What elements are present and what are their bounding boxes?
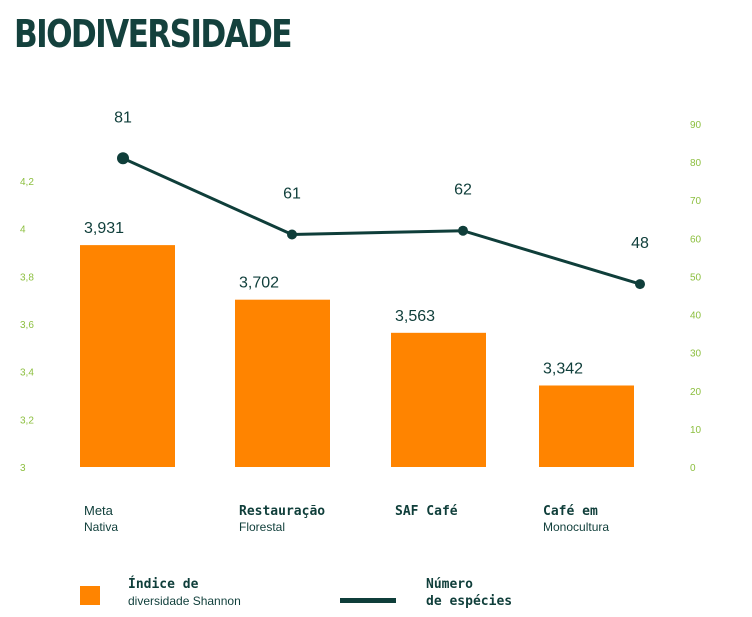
x-category-label: Meta — [84, 503, 114, 518]
y-left-tick-label: 3,6 — [20, 320, 34, 331]
species-line — [122, 156, 641, 286]
bar — [539, 385, 634, 467]
y-right-tick-label: 20 — [690, 387, 702, 398]
y-left-tick-label: 4,2 — [20, 177, 34, 188]
x-category-label-line2: Nativa — [84, 520, 118, 534]
y-left-tick-label: 3,8 — [20, 272, 34, 283]
line-point — [117, 152, 129, 165]
line-point — [458, 225, 468, 236]
y-left-tick-label: 3 — [20, 463, 26, 474]
x-category-label: SAF Café — [395, 504, 458, 519]
line-value-label: 61 — [283, 186, 301, 203]
x-category-label: Café em — [543, 504, 598, 519]
y-right-tick-label: 40 — [690, 311, 702, 322]
bar — [391, 332, 486, 467]
legend-bar-swatch — [80, 586, 100, 605]
y-right-tick-label: 0 — [690, 463, 696, 474]
y-right-tick-label: 80 — [690, 158, 702, 169]
y-left-tick-label: 3,2 — [20, 415, 34, 426]
bar-value-label: 3,563 — [395, 308, 435, 325]
bar-value-label: 3,342 — [543, 360, 583, 377]
y-right-tick-label: 90 — [690, 120, 702, 131]
line-point — [287, 229, 297, 240]
legend-line-label-line1: Número — [426, 577, 473, 592]
legend-line-label: Número de espécies — [426, 576, 512, 610]
bar-value-label: 3,702 — [239, 275, 279, 292]
y-right-tick-label: 50 — [690, 272, 702, 283]
line-value-label: 48 — [631, 235, 649, 252]
y-left-tick-label: 3,4 — [20, 368, 34, 379]
y-left-tick-label: 4 — [20, 225, 26, 236]
legend-bar-label-line1: Índice de — [128, 577, 199, 592]
legend-line-label-line2: de espécies — [426, 594, 513, 609]
y-right-tick-label: 30 — [690, 349, 702, 360]
line-point — [635, 279, 645, 290]
chart-title: BIODIVERSIDADE — [14, 12, 293, 56]
bar-value-label: 3,931 — [84, 220, 124, 237]
legend-bar-label: Índice de diversidade Shannon — [128, 576, 241, 610]
x-category-label-line2: Monocultura — [543, 520, 609, 534]
y-right-tick-label: 60 — [690, 234, 702, 245]
bar — [235, 299, 330, 467]
line-value-label: 81 — [114, 109, 132, 126]
y-right-tick-label: 70 — [690, 196, 702, 207]
bar — [80, 245, 175, 467]
legend-bar-label-line2: diversidade Shannon — [128, 594, 241, 608]
legend-line-swatch — [340, 598, 396, 603]
x-category-label-line2: Florestal — [239, 520, 285, 534]
line-value-label: 62 — [454, 182, 472, 199]
y-right-tick-label: 10 — [690, 425, 702, 436]
x-category-label: Restauração — [239, 504, 325, 519]
